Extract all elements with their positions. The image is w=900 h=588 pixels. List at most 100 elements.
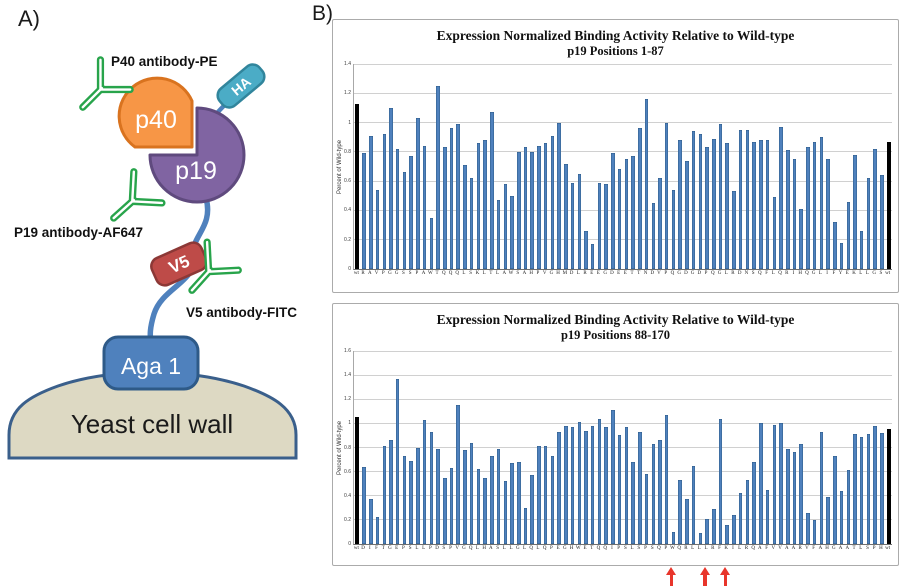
- panel-b-label: B): [312, 2, 333, 25]
- x-category-label: G: [603, 271, 607, 276]
- y-tick-label: 1.6: [344, 348, 351, 354]
- bar: [712, 509, 716, 544]
- x-category-label: L: [502, 546, 506, 551]
- bar: [590, 425, 595, 544]
- x-category-label: Q: [657, 546, 661, 551]
- x-category-label: E: [395, 546, 399, 551]
- bar: [738, 493, 743, 544]
- x-category-label: P: [428, 546, 432, 551]
- x-category-label: Q: [758, 271, 762, 276]
- bar: [819, 137, 824, 269]
- bar: [779, 423, 783, 544]
- x-category-label: P: [872, 546, 876, 551]
- bar: [543, 446, 548, 544]
- bar: [436, 85, 440, 269]
- x-category-label: E: [556, 546, 560, 551]
- bar: [806, 512, 810, 544]
- x-category-label: L: [522, 546, 527, 551]
- x-category-label: wt: [885, 271, 891, 276]
- bar: [651, 443, 655, 544]
- wildtype-bar: [355, 417, 360, 544]
- x-category-label: L: [630, 546, 634, 551]
- bar: [812, 519, 817, 544]
- bar: [537, 446, 541, 544]
- bar: [362, 153, 366, 269]
- x-category-label: D: [684, 271, 688, 276]
- x-category-label: A: [421, 271, 426, 276]
- x-category-label: L: [496, 271, 500, 276]
- bar: [443, 147, 447, 269]
- bar: [685, 499, 689, 544]
- x-category-label: H: [529, 271, 534, 276]
- bar: [833, 455, 837, 544]
- bar: [873, 425, 877, 544]
- x-category-label: P: [536, 271, 540, 276]
- x-category-label: wt: [885, 546, 891, 551]
- bar: [866, 434, 871, 544]
- bar: [409, 156, 413, 269]
- x-category-label: T: [630, 271, 634, 276]
- bar: [664, 414, 669, 544]
- p19-antibody-icon: [110, 168, 166, 222]
- panel-a-label: A): [18, 6, 40, 31]
- x-category-label: Q: [468, 546, 473, 551]
- x-category-label: S: [637, 546, 641, 551]
- bar: [476, 143, 481, 269]
- bar: [557, 431, 561, 544]
- bar: [698, 533, 703, 544]
- bar: [732, 515, 736, 544]
- x-category-label: P: [704, 271, 708, 276]
- bar: [550, 455, 555, 544]
- wildtype-bar: [886, 141, 891, 269]
- bar: [745, 480, 750, 544]
- bar: [833, 222, 837, 269]
- bar: [685, 160, 689, 269]
- bar: [483, 140, 487, 269]
- panel-a-diagram: A) Yeast cell wall Aga 1 p19 p40 HA V5: [7, 6, 298, 460]
- x-category-label: H: [879, 546, 883, 551]
- x-category-label: L: [865, 271, 869, 276]
- x-category-label: E: [845, 271, 849, 276]
- bar: [725, 143, 729, 269]
- y-tick-label: 0.6: [344, 178, 351, 185]
- bar: [584, 230, 588, 269]
- x-category-label: Q: [710, 271, 715, 276]
- x-category-label: S: [623, 546, 627, 551]
- bar: [395, 148, 400, 269]
- bar: [463, 449, 467, 544]
- x-category-label: G: [394, 271, 399, 276]
- bar: [375, 517, 380, 544]
- x-category-label: L: [859, 546, 863, 551]
- x-category-label: L: [697, 546, 701, 551]
- x-category-label: D: [361, 546, 365, 551]
- bar: [577, 173, 582, 269]
- bar: [590, 244, 595, 269]
- gridline: [354, 471, 892, 473]
- x-category-label: T: [590, 546, 594, 551]
- x-category-label: L: [422, 546, 426, 551]
- chart-title: Expression Normalized Binding Activity R…: [436, 28, 795, 43]
- x-category-label: Q: [542, 546, 547, 551]
- x-category-label: P: [402, 546, 405, 551]
- x-category-label: L: [509, 546, 513, 551]
- x-category-label: I: [792, 271, 795, 276]
- x-category-label: R: [711, 546, 715, 551]
- x-category-label: T: [489, 271, 493, 276]
- y-tick-label: 1: [348, 420, 351, 427]
- x-category-label: P: [617, 546, 621, 551]
- x-category-label: V: [771, 546, 776, 551]
- x-category-label: G: [563, 546, 567, 551]
- plot-area: [353, 350, 892, 545]
- x-category-label: S: [442, 546, 446, 551]
- bar: [597, 418, 602, 544]
- x-category-label: S: [516, 271, 520, 276]
- bar: [510, 463, 514, 544]
- bar: [409, 460, 413, 544]
- v5-tag: V5: [150, 241, 208, 287]
- bar: [718, 418, 723, 544]
- x-category-label: M: [562, 271, 568, 276]
- bar: [449, 128, 454, 269]
- gridline: [354, 180, 892, 182]
- bar: [436, 448, 440, 544]
- gridline: [354, 63, 892, 65]
